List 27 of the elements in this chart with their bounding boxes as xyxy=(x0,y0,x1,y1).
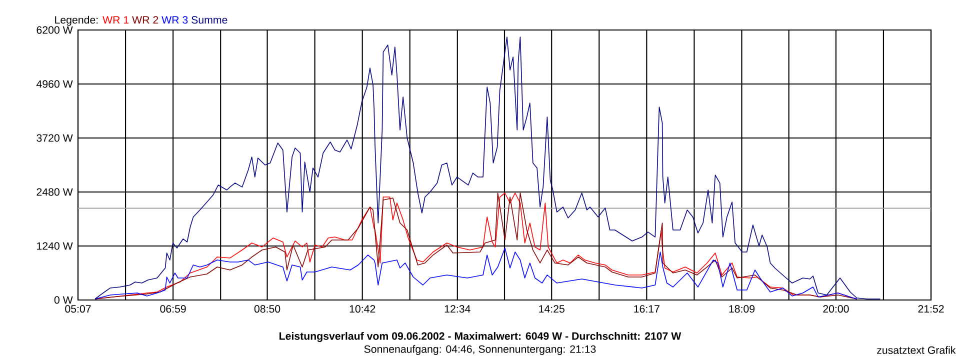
x-tick-label: 05:07 xyxy=(65,305,91,313)
text: Sonnenaufgang: 04:46, Sonnenuntergang: 21:13 xyxy=(364,345,596,355)
x-tick-label: 10:42 xyxy=(350,305,376,313)
y-tick-label: 2480 W xyxy=(36,188,73,196)
y-tick-label: 3720 W xyxy=(36,134,73,142)
x-tick-label: 18:09 xyxy=(729,305,755,313)
text: Leistungsverlauf vom 09.06.2002 - Maximalwert: 6049 W - Durchschnitt: 2107 W xyxy=(280,332,682,342)
x-tick-label: 20:00 xyxy=(823,305,849,313)
text: WR 2 xyxy=(132,16,158,24)
text: WR 1 xyxy=(102,16,129,24)
x-tick-label: 12:34 xyxy=(444,305,470,313)
text: zusatztext Grafik xyxy=(877,346,956,354)
legend-title: Legende: xyxy=(55,16,98,26)
line-series xyxy=(94,248,858,300)
y-tick-label: 0 W xyxy=(54,296,73,304)
line-series xyxy=(94,192,858,300)
text: Summe xyxy=(192,16,228,24)
x-tick-label: 16:17 xyxy=(634,305,660,313)
x-tick-label: 21:52 xyxy=(918,305,944,313)
y-tick-label: 1240 W xyxy=(37,242,73,250)
y-tick-label: 6200 W xyxy=(36,26,73,34)
x-tick-label: 06:59 xyxy=(160,305,186,313)
x-tick-label: 14:25 xyxy=(539,305,564,313)
text: WR 3 xyxy=(162,16,188,24)
y-tick-label: 4960 W xyxy=(36,80,73,88)
line-series xyxy=(94,36,881,300)
x-tick-label: 08:50 xyxy=(254,305,280,313)
